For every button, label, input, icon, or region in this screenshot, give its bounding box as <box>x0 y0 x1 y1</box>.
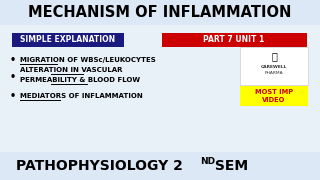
FancyBboxPatch shape <box>240 86 308 106</box>
Text: •: • <box>10 72 16 82</box>
FancyBboxPatch shape <box>162 33 307 47</box>
FancyBboxPatch shape <box>0 25 320 152</box>
Text: SIMPLE EXPLANATION: SIMPLE EXPLANATION <box>20 35 116 44</box>
Text: •: • <box>10 91 16 101</box>
FancyBboxPatch shape <box>0 0 320 25</box>
Text: PART 7 UNIT 1: PART 7 UNIT 1 <box>204 35 265 44</box>
Text: MOST IMP
VIDEO: MOST IMP VIDEO <box>255 89 293 103</box>
Text: PHARMA: PHARMA <box>265 71 283 75</box>
Text: ND: ND <box>200 156 215 165</box>
Text: MECHANISM OF INFLAMMATION: MECHANISM OF INFLAMMATION <box>28 5 292 20</box>
FancyBboxPatch shape <box>0 152 320 180</box>
Text: MEDIATORS OF INFLAMMATION: MEDIATORS OF INFLAMMATION <box>20 93 143 99</box>
Text: CAREWELL: CAREWELL <box>261 65 287 69</box>
Text: 🎓: 🎓 <box>271 51 277 61</box>
Text: MIGRATION OF WBSc/LEUKOCYTES: MIGRATION OF WBSc/LEUKOCYTES <box>20 57 156 63</box>
FancyBboxPatch shape <box>240 47 308 85</box>
Text: PATHOPHYSIOLOGY 2: PATHOPHYSIOLOGY 2 <box>16 159 183 173</box>
Text: SEM: SEM <box>210 159 248 173</box>
Text: •: • <box>10 55 16 65</box>
Text: PERMEABILITY & BLOOD FLOW: PERMEABILITY & BLOOD FLOW <box>20 77 140 83</box>
FancyBboxPatch shape <box>12 33 124 47</box>
Text: ALTERATION IN VASCULAR: ALTERATION IN VASCULAR <box>20 67 123 73</box>
